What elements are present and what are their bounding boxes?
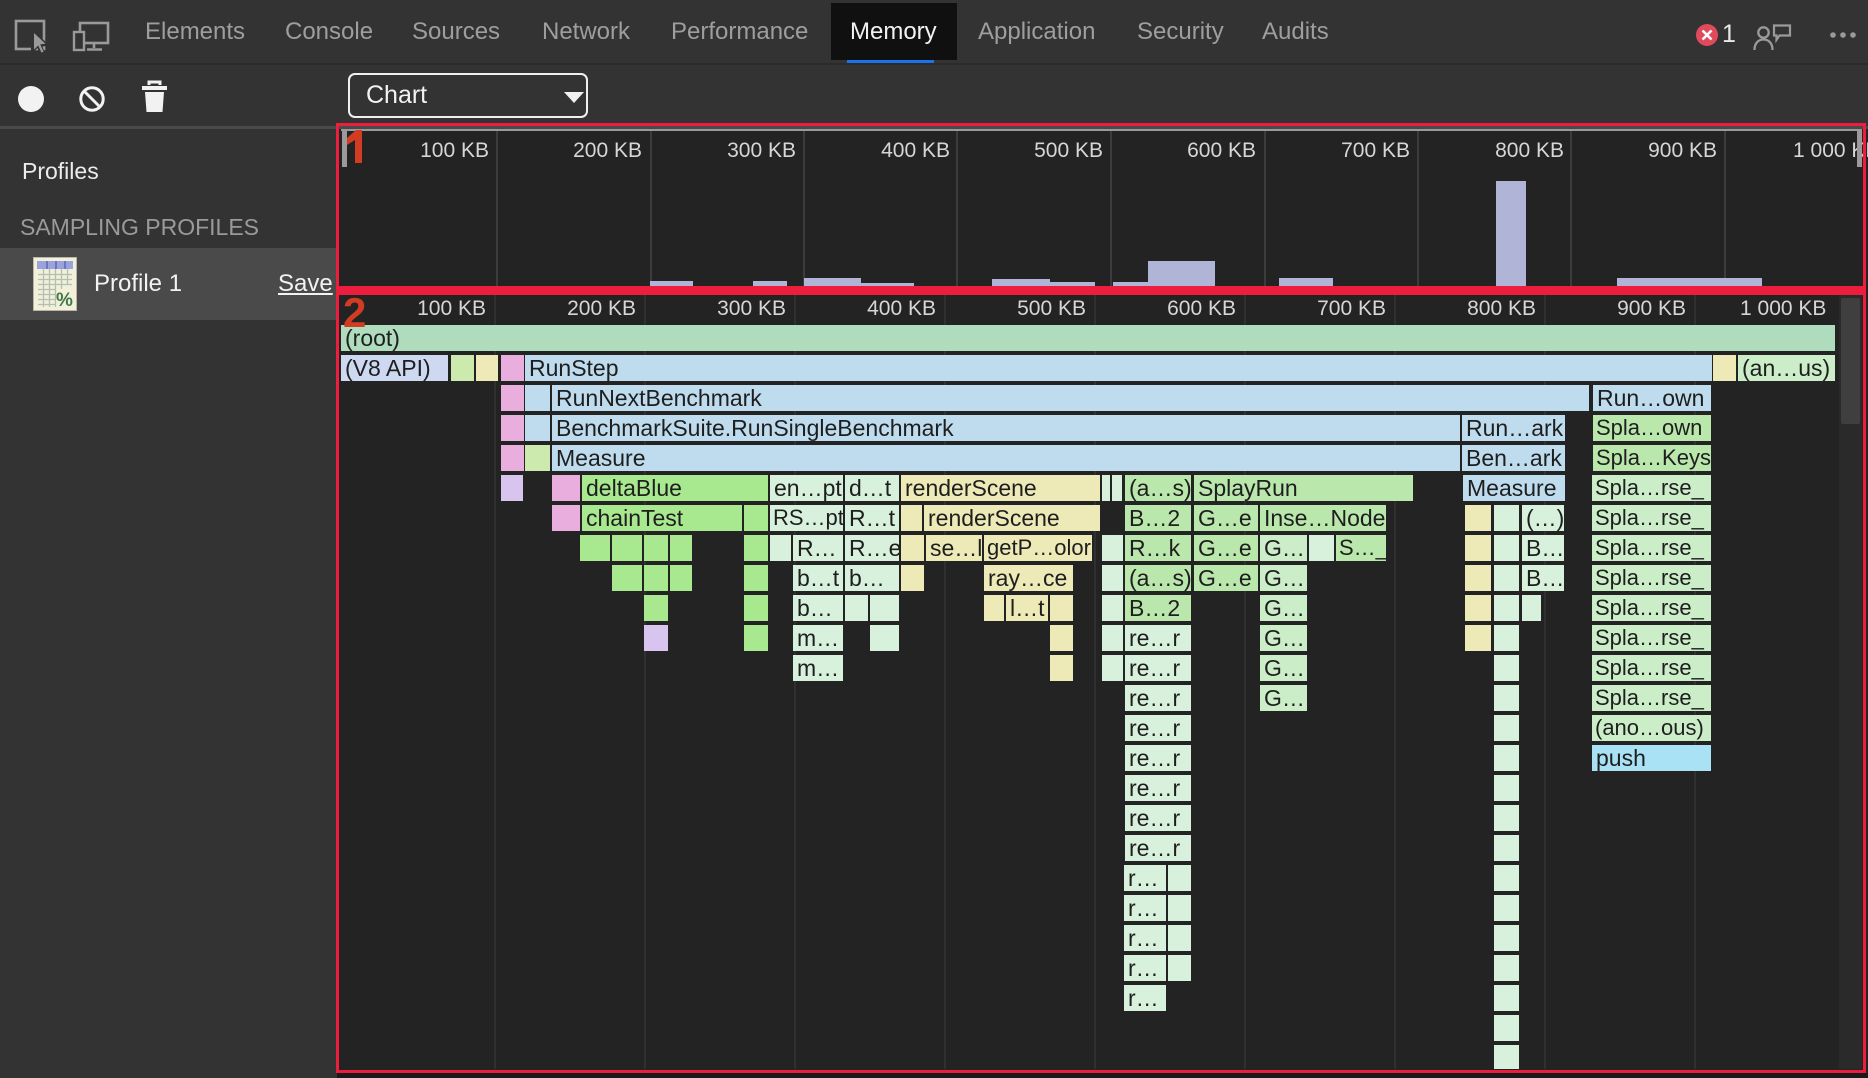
svg-text:%: %: [56, 290, 73, 311]
